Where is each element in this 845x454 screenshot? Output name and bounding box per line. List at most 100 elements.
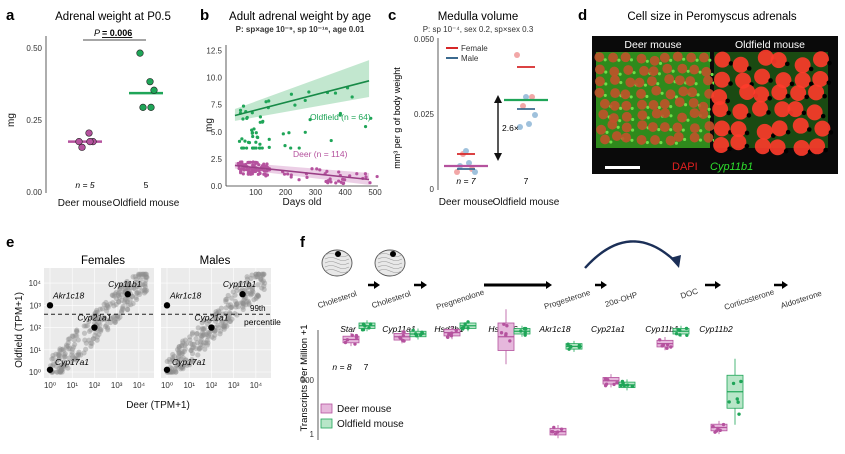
panel-e-gene-point [254,294,260,300]
cell-nucleus [753,86,770,103]
panel-b-point-oldfield [267,145,271,150]
panel-f-point-oldfield [678,333,682,337]
panel-e-gene-point [232,311,238,317]
cell-nucleus [625,77,636,88]
panel-f-point-oldfield [619,383,623,388]
panel-e-gene-point [81,330,88,336]
panel-e-gene-point [104,325,111,331]
panel-b-point-oldfield [240,137,244,141]
panel-f-point-deer [504,333,508,337]
panel-e-gene-point [57,351,63,357]
panel-e-gene-point [93,315,100,322]
panel-e-gene-label: Cyp17a1 [172,357,206,367]
panel-e-gene-point [136,273,142,280]
panel-e-percentile-99th: 99th [250,304,266,313]
panel-e-gene-point [57,347,63,354]
cell-nucleus [659,52,670,63]
panel-e-gene-point [244,299,250,305]
panel-f-point-oldfield [727,400,731,404]
cell-nucleus [689,108,700,119]
panel-e-gene-point [138,271,144,277]
panel-e-gene-point [119,282,125,288]
cell-membrane [631,128,635,132]
panel-e-gene-point [56,355,62,361]
panel-e-xlabel: Deer (TPM+1) [126,400,190,411]
panel-c-fold-arrowhead-down [494,153,502,161]
panel-e-gene-point [50,355,56,361]
cell-membrane [603,58,607,62]
panel-e-gene-point [126,282,132,289]
panel-b-point-oldfield [289,92,294,96]
cell-membrane [808,81,814,87]
cell-membrane [657,72,661,76]
panel-e-gene-point [238,300,244,306]
cell-membrane [823,147,828,153]
panel-e-gene-point [227,318,234,324]
panel-b-point-deer [355,172,359,176]
panel-b-point-oldfield [303,98,307,103]
panel-e-gene-point [56,352,63,358]
panel-e-ytick: 10⁴ [29,279,42,288]
panel-e-gene-point [259,285,265,291]
panel-b-point-oldfield [254,131,258,135]
panel-e-highlight-cyp17a1 [163,366,171,373]
panel-e-gene-point [94,309,100,315]
cell-nucleus [703,132,714,143]
panel-b-xtick: 200 [279,188,293,197]
panel-c-point [463,148,469,154]
cell-nucleus [793,139,810,156]
panel-e-gene-point [176,350,182,356]
panel-e-gene-point [141,287,147,293]
panel-e-gene-point [60,359,66,365]
panel-e-gene-point [203,340,209,346]
panel-f-point-deer [660,344,664,348]
panel-e-gene-point [199,326,205,332]
panel-b-marks [234,60,379,186]
panel-b-point-deer [343,178,347,182]
panel-e-gene-point [118,292,124,298]
panel-e-gene-point [225,315,231,321]
cell-membrane [656,82,660,86]
panel-f-point-deer [615,381,619,385]
panel-f-point-deer [398,335,402,340]
panel-e-gene-point [108,316,114,322]
cell-nucleus [609,100,620,111]
panel-e-gene-point [174,358,180,364]
cell-membrane [822,93,827,99]
panel-b-point-deer [241,172,245,176]
panel-e-gene-point [92,332,98,339]
panel-e-gene-point [116,290,122,296]
panel-e-gene-point [83,340,89,346]
panel-f-gene-label: Cyp11b2 [699,324,733,334]
panel-e-gene-point [101,301,107,307]
cell-membrane [619,106,623,110]
panel-e-gene-point [253,295,259,301]
panel-e-gene-point [176,345,182,352]
panel-f-point-deer [711,424,715,429]
cell-nucleus [673,131,684,142]
panel-e-gene-point [178,366,184,372]
panel-c-point [529,94,535,100]
micrograph-deer [594,51,717,148]
panel-e-gene-point [221,326,227,332]
cell-organelle [377,265,403,269]
panel-f-point-deer [718,428,722,433]
panel-e-gene-point [136,271,142,277]
panel-c-marks [444,52,548,175]
panel-f-point-oldfield [739,379,743,384]
cell-nucleus [704,121,715,132]
cell-nucleus [621,111,632,122]
panel-e-gene-point [200,332,206,339]
panel-e-ytick: 10² [29,324,41,333]
panel-b-point-deer [286,172,290,176]
panel-e-gene-point [137,277,144,283]
cell-nucleus [647,122,658,132]
panel-e-gene-point [86,337,92,343]
panel-f-point-oldfield [466,326,470,330]
panel-e-gene-point [167,359,173,365]
panel-f-point-oldfield [519,329,523,333]
panel-e-gene-point [59,369,65,375]
panel-b-oldfield-ci [234,60,370,121]
panel-e-gene-point [226,314,232,320]
cell-marker-dot [335,251,341,257]
